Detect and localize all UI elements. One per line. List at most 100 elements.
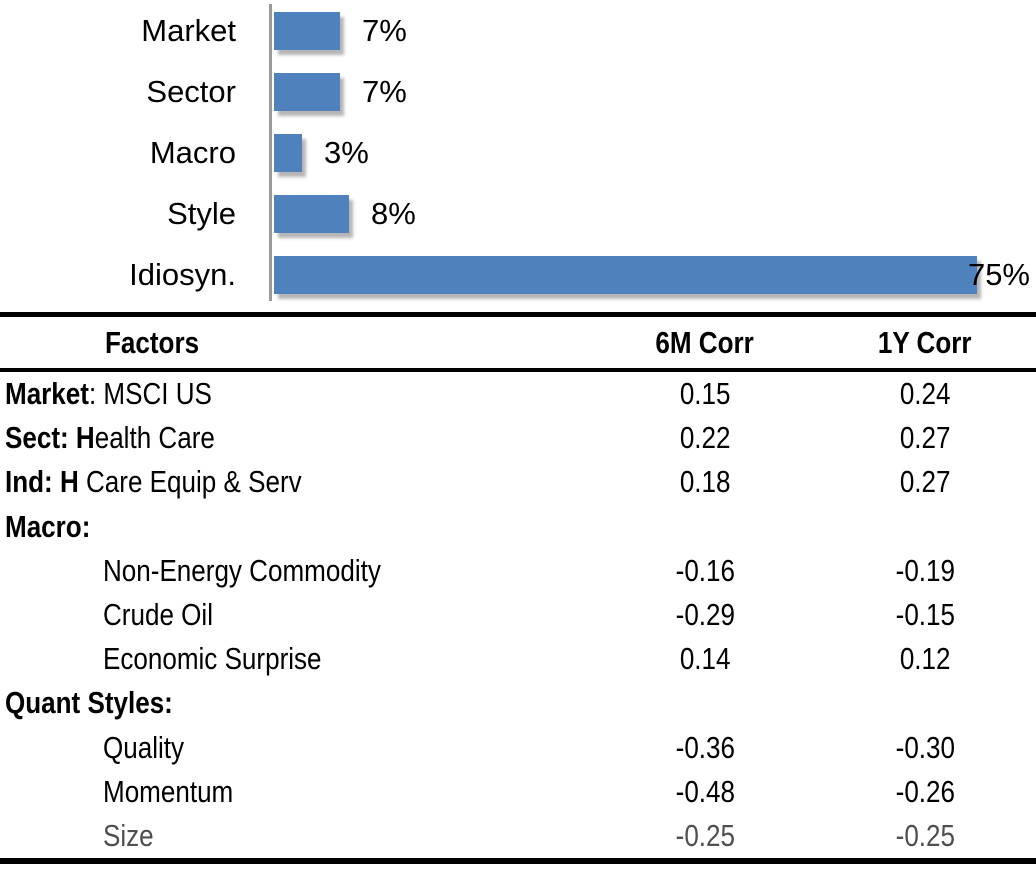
row-label-text: Market: MSCI US bbox=[5, 372, 212, 416]
cell-1y-corr: -0.30 bbox=[805, 726, 1036, 770]
table-row: Quality -0.36 -0.30 bbox=[0, 726, 1036, 770]
cell-6m-corr-value: 0.22 bbox=[679, 420, 731, 456]
row-label-bold-segment: Sect: H bbox=[5, 420, 95, 456]
row-label: Economic Surprise bbox=[103, 637, 363, 681]
row-label: Momentum bbox=[103, 770, 258, 814]
cell-6m-corr bbox=[575, 505, 835, 549]
table-body: Market: MSCI US 0.15 0.24 Sect: Health Care… bbox=[0, 372, 1036, 858]
row-label-bold-segment: Market bbox=[5, 376, 89, 411]
row-label-text: Sect: Health Care bbox=[5, 416, 215, 460]
row-label: Sect: Health Care bbox=[5, 416, 255, 460]
table-header-row: Factors 6M Corr 1Y Corr bbox=[0, 317, 1036, 368]
cell-1y-corr-value: -0.25 bbox=[895, 817, 955, 853]
cell-1y-corr bbox=[805, 681, 1036, 725]
bar-value-label: 7% bbox=[362, 74, 407, 109]
cell-6m-corr-value: 0.14 bbox=[679, 641, 731, 677]
row-label: Quality bbox=[103, 726, 199, 770]
row-label-text: Ind: H Care Equip & Serv bbox=[5, 460, 302, 504]
row-label-text: Non-Energy Commodity bbox=[103, 549, 381, 593]
cell-1y-corr-value: 0.27 bbox=[899, 464, 951, 500]
cell-1y-corr-value: -0.15 bbox=[895, 596, 955, 632]
table-row: Crude Oil -0.29 -0.15 bbox=[0, 593, 1036, 637]
cell-6m-corr-value: -0.48 bbox=[675, 773, 735, 809]
cell-6m-corr-value: -0.25 bbox=[675, 817, 735, 853]
row-label-text: Quant Styles: bbox=[5, 681, 173, 725]
row-label: Macro: bbox=[5, 505, 107, 549]
row-label-bold-segment: Ind: H bbox=[5, 464, 79, 500]
cell-6m-corr: -0.29 bbox=[575, 593, 835, 637]
row-label: Ind: H Care Equip & Serv bbox=[5, 460, 358, 504]
row-label-text: Size bbox=[103, 814, 154, 858]
cell-1y-corr: -0.25 bbox=[805, 814, 1036, 858]
table-row: Market: MSCI US 0.15 0.24 bbox=[0, 372, 1036, 416]
cell-1y-corr: 0.27 bbox=[805, 460, 1036, 504]
bar-category-label: Style bbox=[167, 196, 236, 231]
cell-6m-corr: 0.15 bbox=[575, 372, 835, 416]
column-header-factors-label: Factors bbox=[105, 325, 200, 360]
row-label: Market: MSCI US bbox=[5, 372, 251, 416]
row-label-text: Macro: bbox=[5, 505, 90, 549]
column-header-6m-corr-label: 6M Corr bbox=[655, 325, 755, 360]
cell-1y-corr-value: -0.26 bbox=[895, 773, 955, 809]
row-label-bold-segment: Macro: bbox=[5, 508, 91, 544]
cell-6m-corr-value: 0.15 bbox=[679, 376, 731, 411]
factor-contribution-bar-chart: Market 7% Sector 7% Macro 3% Style 8% Idiosyn. 75… bbox=[0, 0, 1036, 312]
row-label-segment: Economic Surprise bbox=[103, 641, 322, 677]
cell-1y-corr: 0.27 bbox=[805, 416, 1036, 460]
bar bbox=[274, 12, 340, 50]
bar-category-label: Market bbox=[141, 13, 236, 48]
row-label: Size bbox=[103, 814, 163, 858]
cell-1y-corr bbox=[805, 505, 1036, 549]
row-label: Quant Styles: bbox=[5, 681, 205, 725]
row-label: Non-Energy Commodity bbox=[103, 549, 434, 593]
table-row: Ind: H Care Equip & Serv 0.18 0.27 bbox=[0, 460, 1036, 504]
factor-correlation-table: Factors 6M Corr 1Y Corr Market: MSCI US 0… bbox=[0, 312, 1036, 865]
table-header-separator bbox=[0, 368, 1036, 372]
column-header-1y-corr-label: 1Y Corr bbox=[878, 325, 972, 360]
bar-category-label: Sector bbox=[146, 74, 236, 109]
table-row: Quant Styles: bbox=[0, 681, 1036, 725]
cell-1y-corr: 0.24 bbox=[805, 372, 1036, 416]
cell-6m-corr: -0.25 bbox=[575, 814, 835, 858]
row-label-bold-segment: Quant Styles: bbox=[5, 685, 173, 721]
row-label-segment: Size bbox=[103, 817, 154, 853]
row-label-segment: Care Equip & Serv bbox=[78, 464, 302, 500]
bar-category-label: Macro bbox=[149, 135, 236, 170]
cell-1y-corr: 0.12 bbox=[805, 637, 1036, 681]
row-label: Crude Oil bbox=[103, 593, 234, 637]
cell-1y-corr-value: -0.30 bbox=[895, 729, 955, 765]
cell-1y-corr: -0.26 bbox=[805, 770, 1036, 814]
cell-6m-corr: 0.14 bbox=[575, 637, 835, 681]
bar-value-label: 75% bbox=[967, 257, 1030, 292]
row-label-segment: Quality bbox=[103, 729, 185, 765]
cell-6m-corr-value: -0.16 bbox=[675, 552, 735, 588]
bar bbox=[274, 134, 302, 172]
cell-1y-corr: -0.19 bbox=[805, 549, 1036, 593]
row-label-text: Momentum bbox=[103, 770, 233, 814]
table-row: Sect: Health Care 0.22 0.27 bbox=[0, 416, 1036, 460]
cell-6m-corr: -0.16 bbox=[575, 549, 835, 593]
cell-6m-corr: -0.48 bbox=[575, 770, 835, 814]
table-row: Macro: bbox=[0, 505, 1036, 549]
cell-6m-corr: 0.18 bbox=[575, 460, 835, 504]
row-label-segment: Crude Oil bbox=[103, 596, 213, 632]
cell-6m-corr-value: 0.18 bbox=[679, 464, 731, 500]
row-label-segment: Momentum bbox=[103, 773, 234, 809]
bar-category-label: Idiosyn. bbox=[129, 257, 236, 292]
column-header-factors: Factors bbox=[105, 317, 217, 368]
bar bbox=[274, 256, 977, 294]
column-header-1y-corr: 1Y Corr bbox=[805, 317, 1036, 368]
row-label-text: Economic Surprise bbox=[103, 637, 322, 681]
cell-1y-corr-value: -0.19 bbox=[895, 552, 955, 588]
cell-1y-corr-value: 0.12 bbox=[899, 641, 951, 677]
cell-6m-corr: 0.22 bbox=[575, 416, 835, 460]
row-label-segment: : MSCI US bbox=[88, 376, 212, 411]
bar bbox=[274, 195, 349, 233]
table-top-border bbox=[0, 312, 1036, 317]
cell-1y-corr-value: 0.27 bbox=[899, 420, 951, 456]
row-label-segment: Non-Energy Commodity bbox=[103, 552, 381, 588]
bar-value-label: 8% bbox=[371, 196, 416, 231]
cell-6m-corr-value: -0.29 bbox=[675, 596, 735, 632]
row-label-text: Quality bbox=[103, 726, 184, 770]
